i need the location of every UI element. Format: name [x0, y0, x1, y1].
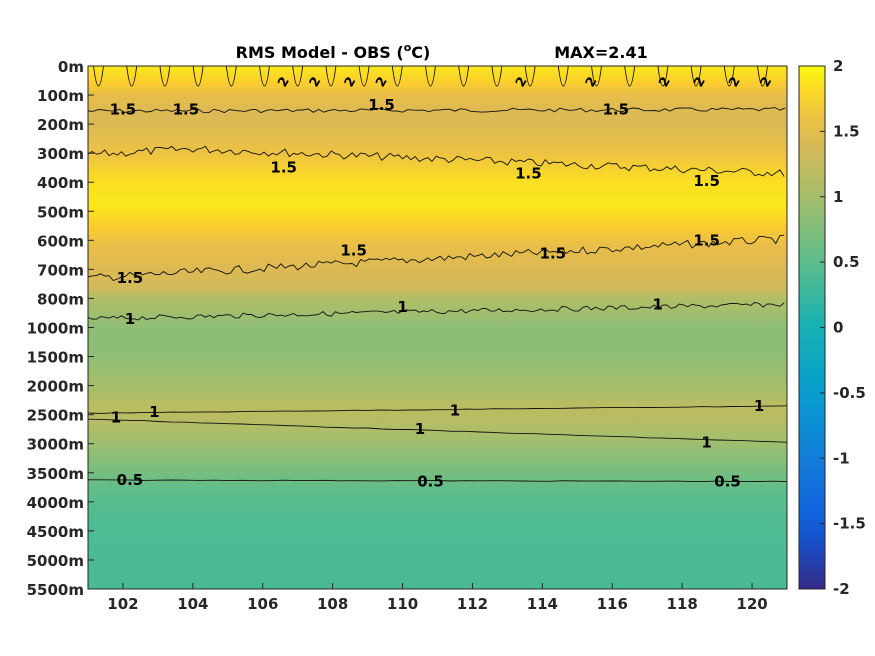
colorbar: 2 1.5 1 0.5 0 -0.5 -1 -1.5 -2	[798, 57, 866, 598]
y-tick-label: 2500m	[27, 407, 84, 425]
contour-label: 1	[415, 420, 425, 438]
contour-label: 1.5	[540, 244, 567, 262]
contour-label: 1	[652, 295, 662, 313]
x-tick-label: 102	[107, 595, 138, 613]
colorbar-tick-label: 0.5	[833, 253, 860, 271]
colorbar-tick-label: -0.5	[833, 384, 866, 402]
colorbar-tick-label: 2	[833, 57, 843, 75]
y-tick-label: 300m	[37, 145, 84, 163]
contour-lines	[88, 66, 787, 483]
contour-label: 1	[701, 433, 711, 451]
contour-line-1p5-mid	[88, 145, 785, 177]
x-tick-label: 104	[177, 595, 208, 613]
y-tick-label: 2000m	[27, 378, 84, 396]
contour-label: 1.5	[270, 159, 297, 177]
contour-label: 1.5	[515, 165, 542, 183]
colorbar-tick-label: 1	[833, 188, 843, 206]
y-tick-label: 0m	[58, 58, 84, 76]
y-tick-label: 4000m	[27, 494, 84, 512]
colorbar-tick-label: -1	[833, 449, 850, 467]
x-tick-label: 120	[736, 595, 767, 613]
contour-label: 1	[450, 401, 460, 419]
y-tick-label: 100m	[37, 87, 84, 105]
y-tick-label: 700m	[37, 261, 84, 279]
contour-label: 1.5	[693, 231, 720, 249]
contour-label: 1.5	[368, 96, 395, 114]
contour-label: 1	[397, 298, 407, 316]
y-tick-label: 3000m	[27, 436, 84, 454]
contour-label: 1	[754, 397, 764, 415]
y-tick-label: 200m	[37, 116, 84, 134]
x-tick-label: 112	[457, 595, 488, 613]
plot-area: 1.5 1.5 1.5 1.5 1.5 1.5 1.5 1.5 1.5 1.5 1.5 1 1 1 1 1 1 1…	[87, 65, 788, 590]
y-tick-label: 1500m	[27, 349, 84, 367]
y-tick-label: 3500m	[27, 465, 84, 483]
heatmap-field	[88, 66, 787, 589]
contour-label: 1.5	[693, 172, 720, 190]
y-tick-label: 4500m	[27, 523, 84, 541]
chart-title: RMS Model - OBS (oC)	[236, 41, 431, 62]
contour-line-1p5-lower	[88, 234, 785, 282]
contour-label: 0.5	[417, 472, 444, 490]
x-tick-label: 116	[597, 595, 628, 613]
contour-label: 1.5	[602, 101, 629, 119]
y-tick-label: 5500m	[27, 581, 84, 599]
y-tick-label: 600m	[37, 232, 84, 250]
contour-label: 1	[125, 310, 135, 328]
x-tick-label: 114	[527, 595, 558, 613]
y-tick-label: 400m	[37, 174, 84, 192]
contour-label: 1	[111, 409, 121, 427]
colorbar-tick-label: -2	[833, 580, 850, 598]
contour-line-1-upper	[88, 301, 785, 321]
contour-label: 0.5	[117, 471, 144, 489]
colorbar-tick-label: 1.5	[833, 122, 860, 140]
max-value-label: MAX=2.41	[554, 43, 648, 62]
contour-label: 1.5	[340, 242, 367, 260]
x-tick-label: 106	[247, 595, 278, 613]
contour-line-0p5	[88, 479, 787, 483]
contour-label: 1	[149, 403, 159, 421]
y-tick-label: 1000m	[27, 320, 84, 338]
x-tick-label: 110	[387, 595, 418, 613]
contour-line-1p5-upper	[88, 107, 786, 114]
colorbar-tick-label: 0	[833, 319, 843, 337]
contour-line-1-lower-b	[88, 418, 787, 443]
contour-label: 1.5	[117, 269, 144, 287]
y-tick-label: 500m	[37, 203, 84, 221]
y-axis: 0m 100m 200m 300m 400m 500m 600m 700m 800m 1000m 1…	[27, 58, 94, 599]
contour-label: 0.5	[714, 472, 741, 490]
x-tick-label: 118	[666, 595, 697, 613]
contour-line-1-lower-a	[88, 405, 787, 414]
contour-label: 1.5	[110, 101, 137, 119]
colorbar-tick-label: -1.5	[833, 515, 866, 533]
contour-line-2-surface	[93, 66, 768, 87]
y-tick-label: 5000m	[27, 552, 84, 570]
x-axis: 102 104 106 108 110 112 114 116 118 120	[107, 583, 768, 613]
contour-label: 1.5	[173, 101, 200, 119]
y-tick-label: 800m	[37, 290, 84, 308]
colorbar-ticks: 2 1.5 1 0.5 0 -0.5 -1 -1.5 -2	[820, 57, 866, 598]
x-tick-label: 108	[317, 595, 348, 613]
